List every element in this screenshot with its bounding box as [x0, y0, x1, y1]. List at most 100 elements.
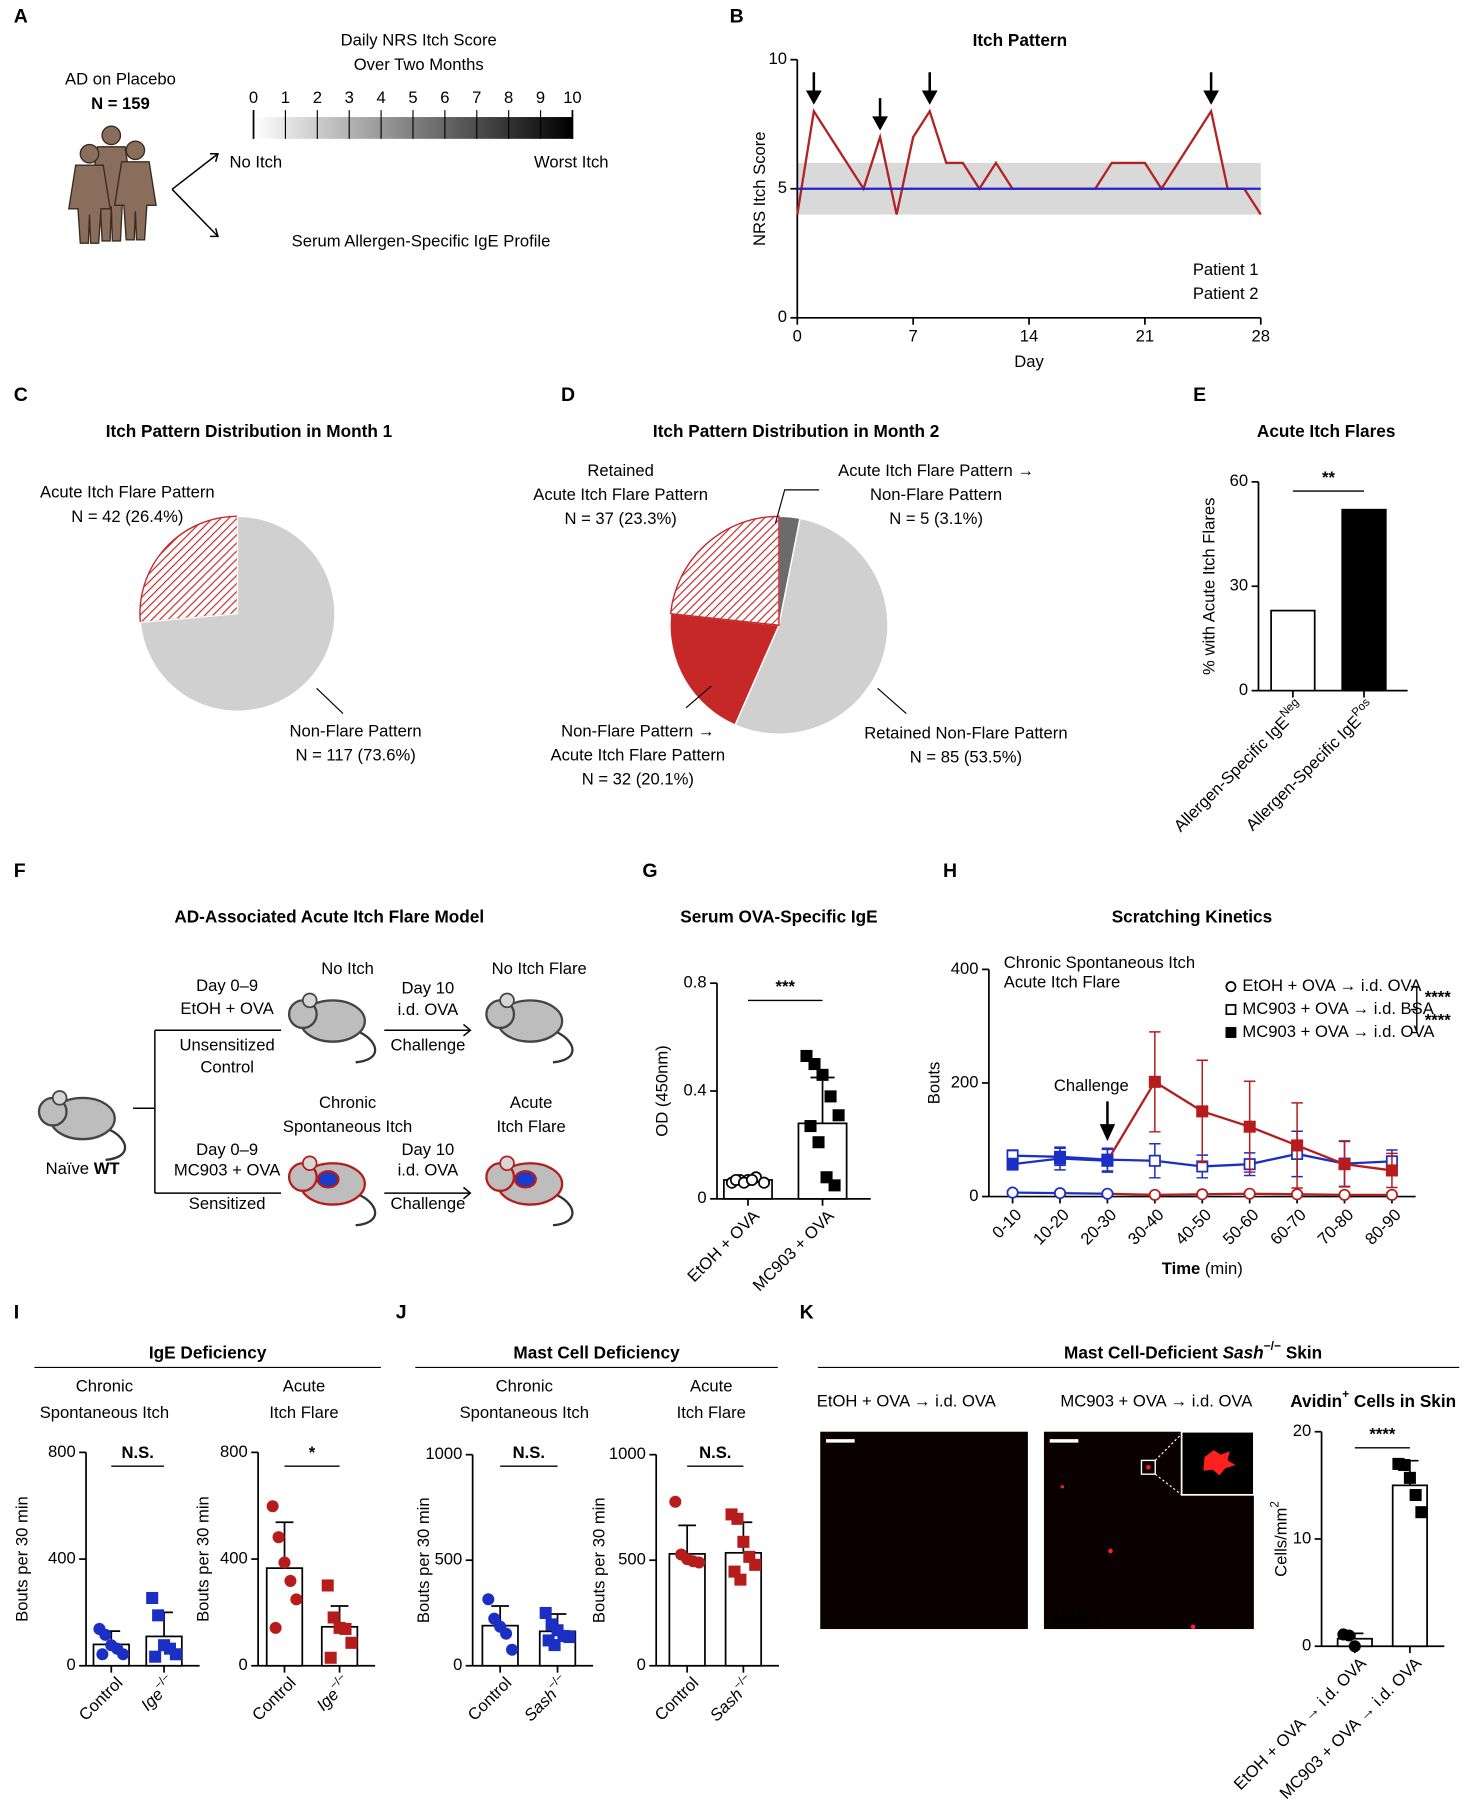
chart-title: Chronic [76, 1376, 133, 1395]
data-point [820, 1171, 833, 1184]
y-axis-label: Bouts per 30 min [12, 1496, 31, 1622]
state-label: Chronic [319, 1093, 376, 1112]
outcome-label: Serum Allergen-Specific IgE Profile [292, 231, 551, 250]
data-point [506, 1643, 519, 1656]
data-point [539, 1606, 552, 1620]
x-tick-label-part: Allergen-Specific IgE [1170, 713, 1293, 836]
chart-title: Spontaneous Itch [40, 1403, 169, 1422]
panel-letter: F [14, 860, 26, 882]
y-axis-label: Bouts per 30 min [194, 1496, 213, 1622]
data-point [828, 1179, 841, 1192]
mouse-icon [287, 1155, 377, 1227]
x-tick-label: 0-10 [988, 1205, 1025, 1242]
data-point [1403, 1471, 1416, 1484]
inset-lines [1154, 1433, 1183, 1496]
x-tick-label: 50-60 [1219, 1205, 1263, 1249]
point [1148, 1188, 1161, 1201]
point [1148, 1154, 1161, 1167]
group-label: Unsensitized [180, 1036, 275, 1055]
y-tick-label: 0.8 [684, 973, 707, 992]
panel-letter: H [943, 860, 957, 882]
mast-cell [1203, 1450, 1236, 1476]
x-tick-label: 60-70 [1266, 1205, 1310, 1249]
data-point [563, 1631, 576, 1644]
scale-tick-label: 7 [472, 88, 481, 107]
y-axis-label: % with Acute Itch Flares [1200, 498, 1219, 675]
pie-slice [139, 515, 239, 624]
y-tick-label: 1000 [425, 1444, 462, 1463]
body [113, 161, 157, 241]
data-point [290, 1593, 303, 1606]
outcome-label: No Itch Flare [492, 959, 587, 978]
y-tick-label: 10 [768, 49, 787, 68]
y-axis-label: Cells/mm2 [1269, 1501, 1291, 1577]
x-tick-label: Control [464, 1673, 515, 1724]
group-label: Sensitized [189, 1194, 266, 1213]
y-tick-label: 5 [778, 178, 787, 197]
x-tick-label: Sash−/− [518, 1671, 573, 1726]
slice-label: Acute Itch Flare Pattern → [838, 461, 1034, 480]
y-tick-label: 0.4 [684, 1080, 707, 1099]
x-tick-label: 20-30 [1077, 1205, 1121, 1249]
data-point [669, 1495, 682, 1508]
chart-title: Acute [283, 1376, 326, 1395]
chart-title-part: Cells in Skin [1349, 1390, 1456, 1410]
panel-letter: C [14, 384, 28, 406]
start-label-part: WT [94, 1160, 120, 1179]
sig-label: N.S. [121, 1443, 153, 1462]
outcome-label: Itch Flare [497, 1117, 566, 1136]
y-tick-label: 20 [1293, 1421, 1312, 1440]
point [1053, 1152, 1067, 1165]
y-axis-label: Bouts per 30 min [589, 1497, 608, 1623]
panel-letter: K [800, 1302, 814, 1324]
y-tick-label: 500 [435, 1550, 463, 1569]
mouse-icon [287, 992, 377, 1064]
x-tick-label: Control [75, 1673, 126, 1724]
point [1338, 1158, 1351, 1171]
slice-value: N = 117 (73.6%) [295, 745, 415, 764]
data-point [808, 1058, 821, 1071]
point [1291, 1139, 1304, 1152]
panel-letter: A [14, 5, 28, 27]
sig-label: * [309, 1443, 316, 1462]
lesion [316, 1170, 340, 1189]
scale-high: Worst Itch [534, 152, 609, 171]
micrograph [820, 1431, 1028, 1630]
y-tick-label: 10 [1293, 1528, 1312, 1547]
legend-entry: Patient 1 [1193, 260, 1259, 279]
body [68, 164, 111, 244]
y-tick-label: 800 [220, 1442, 248, 1461]
flare-arrow [1203, 72, 1219, 105]
panel-title-part: Skin [1281, 1342, 1322, 1362]
data-point [758, 1176, 771, 1189]
point [1196, 1105, 1209, 1118]
bar [1270, 609, 1316, 692]
start-label: Naïve WT [46, 1160, 120, 1179]
point [1053, 1187, 1067, 1200]
panel-title-part: Mast Cell-Deficient [1064, 1342, 1223, 1362]
mast-cell [1060, 1485, 1065, 1489]
lesion [513, 1170, 537, 1189]
data-point [169, 1648, 182, 1661]
point [1385, 1188, 1398, 1201]
x-tick-label: 80-90 [1361, 1205, 1405, 1249]
chart-title-part: + [1342, 1387, 1349, 1401]
panel-title-part: −/− [1264, 1339, 1281, 1353]
x-tick-label: 7 [909, 327, 918, 346]
start-label-part: Naïve [46, 1160, 94, 1179]
data-point [749, 1558, 762, 1571]
data-point [149, 1650, 162, 1663]
data-point [278, 1556, 291, 1569]
legend-marker [1225, 1027, 1237, 1038]
mouse-icon [37, 1090, 126, 1161]
data-point [832, 1109, 845, 1122]
y-tick-label: 200 [951, 1072, 979, 1091]
arrow [384, 1186, 472, 1200]
data-point [327, 1611, 340, 1624]
data-point [800, 1049, 813, 1062]
pie-slice [669, 515, 780, 627]
sig-label: **** [1425, 1010, 1451, 1029]
mouse-ear [301, 992, 318, 1009]
legend-marker [1225, 981, 1237, 993]
people-icon [68, 125, 157, 244]
